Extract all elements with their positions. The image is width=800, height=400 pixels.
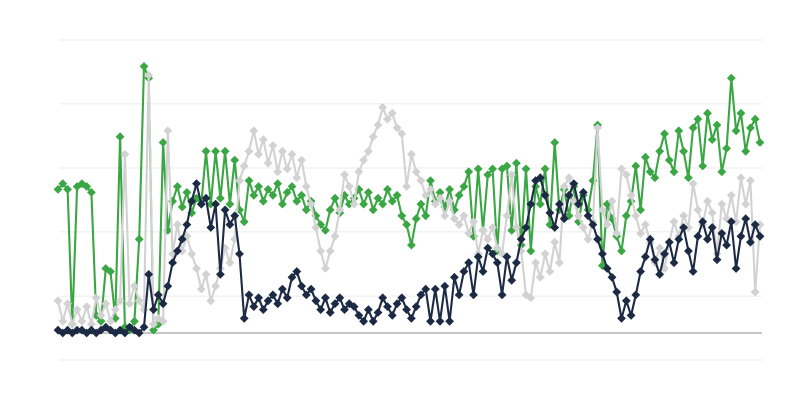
series-group <box>53 62 765 338</box>
green-series-line <box>56 65 762 332</box>
light-gray-series-markers <box>53 70 765 329</box>
dark-navy-series-markers <box>53 173 765 338</box>
dark-navy-series-line <box>56 176 762 335</box>
green-series-markers <box>53 62 765 335</box>
light-gray-series-line <box>56 74 762 326</box>
